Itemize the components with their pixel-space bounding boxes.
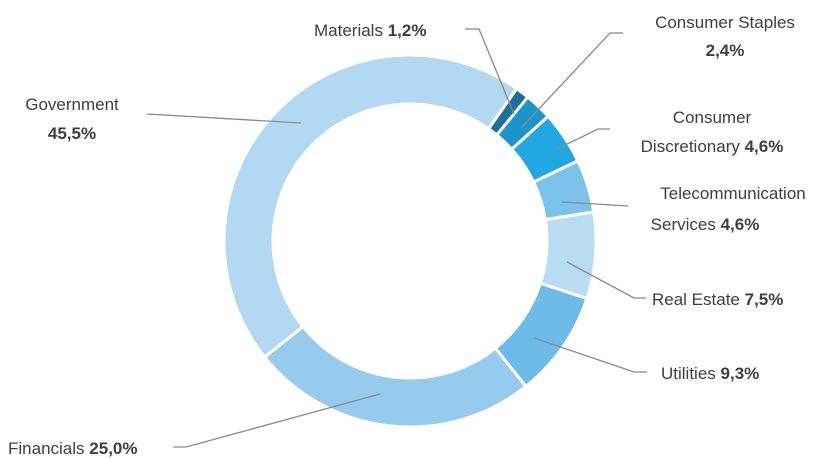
label-consumer-discretionary-value: 4,6%: [745, 137, 784, 156]
label-consumer-discretionary-line2: Discretionary 4,6%: [641, 137, 784, 156]
leader-line-consumer-staples: [520, 32, 623, 129]
label-real-estate-name: Real Estate: [652, 290, 740, 309]
label-government-name: Government: [25, 95, 119, 114]
label-financials: Financials 25,0%: [8, 439, 137, 458]
label-utilities-value: 9,3%: [721, 364, 760, 383]
leader-line-utilities: [533, 337, 647, 373]
leader-line-government: [146, 113, 302, 124]
label-materials: Materials 1,2%: [314, 21, 426, 40]
label-telecommunication-services-line2: Services 4,6%: [651, 215, 760, 234]
label-telecommunication-services-line1: Telecommunication: [660, 184, 806, 203]
label-utilities-name: Utilities: [661, 364, 716, 383]
leader-line-consumer-discretionary: [554, 128, 610, 151]
label-consumer-discretionary-name: Discretionary: [641, 137, 741, 156]
label-government-value: 45,5%: [48, 124, 96, 143]
donut-slices: [222, 53, 598, 429]
label-materials-value: 1,2%: [388, 21, 427, 40]
label-consumer-staples-value: 2,4%: [706, 41, 745, 60]
leader-lines: [146, 28, 647, 448]
slice-government: [222, 53, 519, 360]
leader-line-real-estate: [566, 261, 646, 299]
leader-line-materials: [465, 28, 515, 115]
label-consumer-staples-name: Consumer Staples: [655, 13, 795, 32]
label-consumer-discretionary-line1: Consumer: [673, 108, 752, 127]
leader-line-telecommunication-services: [561, 201, 629, 207]
label-utilities: Utilities 9,3%: [661, 364, 759, 383]
label-real-estate: Real Estate 7,5%: [652, 290, 783, 309]
label-telecommunication-services-name: Services: [651, 215, 716, 234]
label-materials-name: Materials: [314, 21, 383, 40]
label-real-estate-value: 7,5%: [745, 290, 784, 309]
label-financials-value: 25,0%: [89, 439, 137, 458]
label-telecommunication-services-value: 4,6%: [721, 215, 760, 234]
slice-financials: [262, 324, 529, 429]
leader-line-financials: [173, 393, 381, 448]
label-financials-name: Financials: [8, 439, 85, 458]
slice-labels: Materials 1,2% Consumer Staples 2,4% Con…: [8, 13, 806, 458]
